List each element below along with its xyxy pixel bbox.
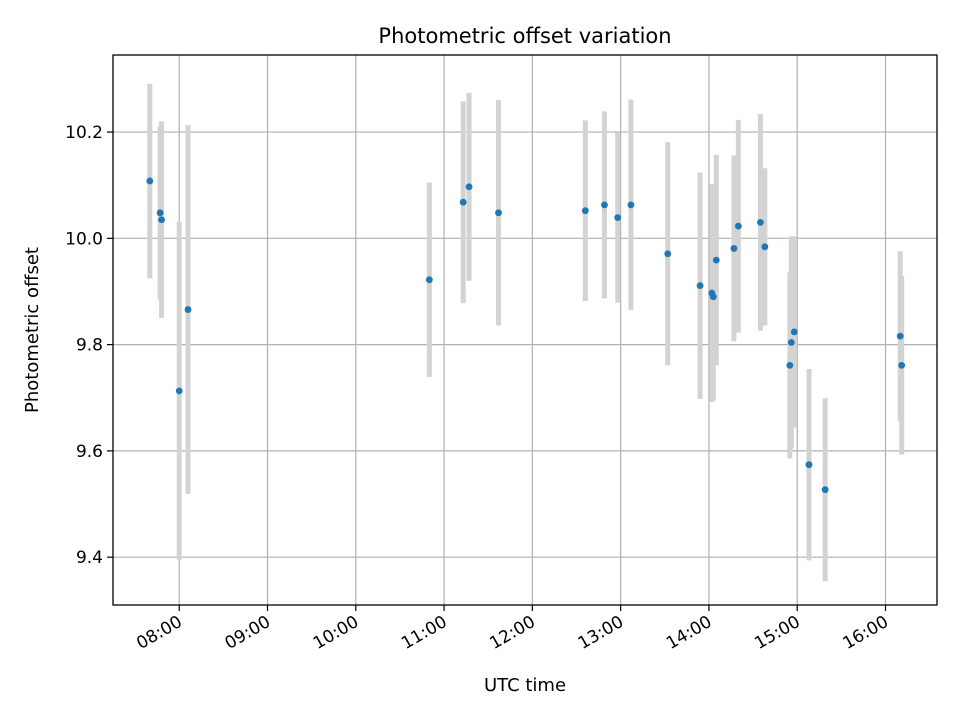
y-tick-label: 10.0 [65, 229, 103, 249]
data-point [761, 243, 769, 251]
data-point [156, 209, 164, 217]
grid-layer [113, 55, 937, 605]
data-point [696, 282, 704, 290]
plot-frame [112, 54, 938, 606]
data-point [459, 198, 467, 206]
data-point [581, 207, 589, 215]
tick-layer [107, 131, 887, 611]
data-point [184, 306, 192, 313]
data-point [712, 256, 720, 264]
data-point [158, 216, 165, 224]
data-point [898, 361, 906, 369]
data-point [146, 177, 154, 185]
y-tick-label: 9.8 [76, 336, 103, 356]
data-point [821, 486, 829, 494]
data-point [805, 461, 813, 469]
data-point [465, 183, 473, 191]
data-point [786, 361, 794, 369]
y-tick-label: 9.6 [76, 442, 103, 462]
marker-layer [146, 177, 906, 494]
data-point [896, 332, 904, 340]
data-point [614, 214, 622, 222]
data-point [175, 387, 183, 395]
y-tick-labels: 9.4 9.6 9.8 10.0 10.2 [65, 123, 103, 568]
data-point [757, 218, 764, 226]
data-point [664, 250, 672, 258]
data-point [790, 328, 798, 336]
y-tick-label: 10.2 [65, 123, 103, 143]
data-point [787, 339, 795, 346]
data-point [734, 222, 742, 230]
y-tick-label: 9.4 [76, 548, 103, 568]
data-point [627, 201, 635, 209]
data-point [425, 276, 433, 284]
chart-title: Photometric offset variation [378, 24, 671, 48]
data-point [709, 293, 717, 301]
y-axis-title: Photometric offset [22, 247, 43, 413]
data-point [601, 201, 608, 209]
data-point [730, 245, 738, 252]
data-point [495, 209, 502, 217]
x-axis-title: UTC time [484, 675, 566, 696]
